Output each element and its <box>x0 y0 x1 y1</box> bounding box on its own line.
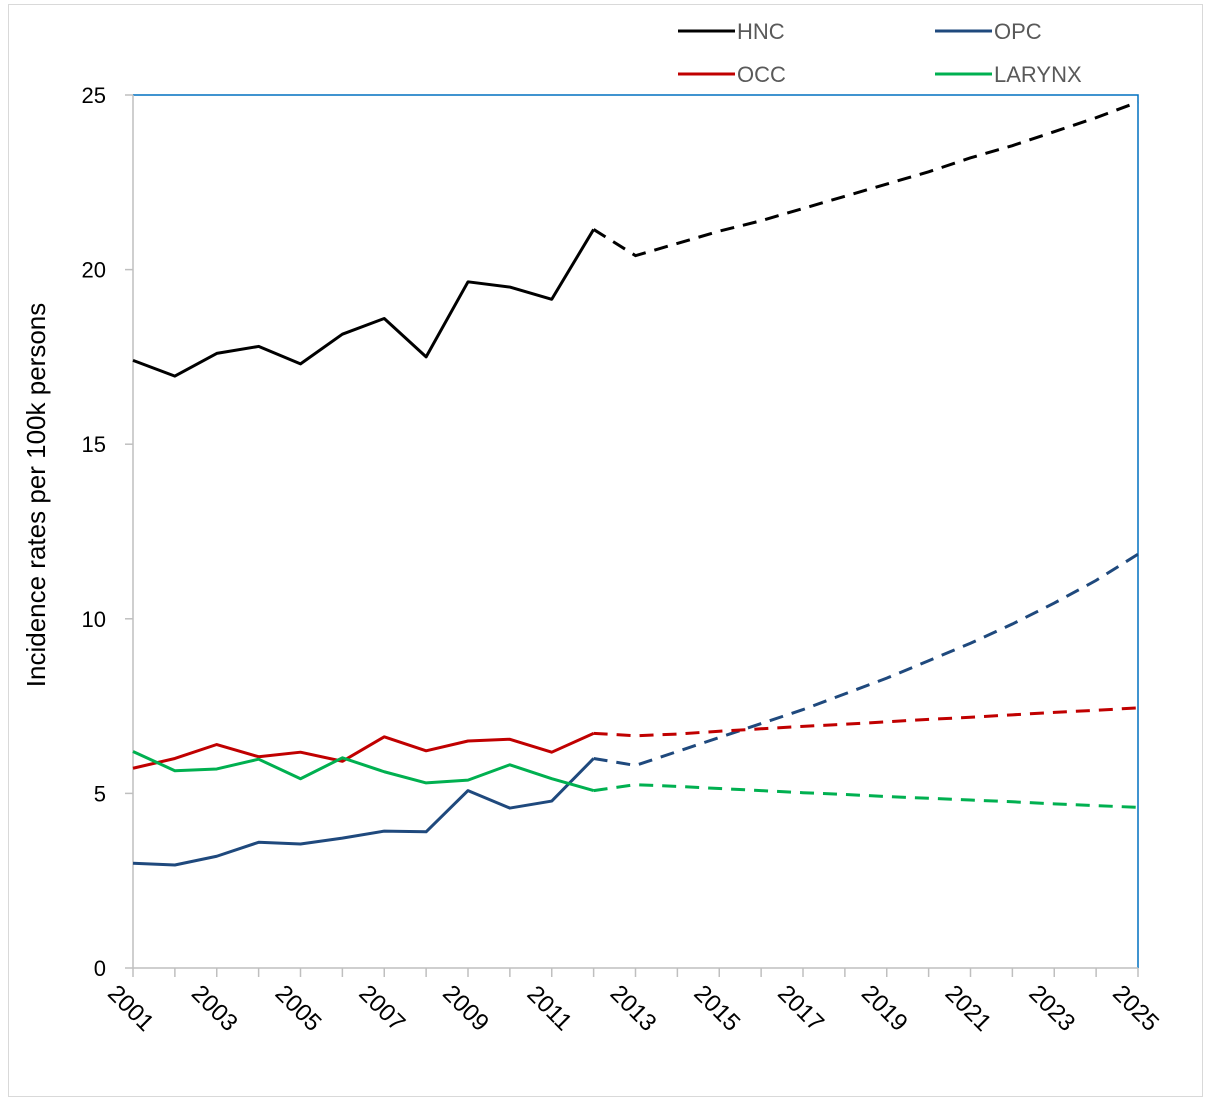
x-tick-label: 2011 <box>522 981 578 1037</box>
series-line-occ-projected <box>593 706 1139 738</box>
y-axis-title: Incidence rates per 100k persons <box>21 303 51 687</box>
series-line-hnc-projected <box>592 100 1139 258</box>
x-tick-label: 2005 <box>270 980 327 1037</box>
x-tick-label: 2001 <box>102 980 159 1037</box>
legend-label-hnc: HNC <box>737 19 785 44</box>
series-line-larynx-observed <box>132 750 595 793</box>
chart-frame <box>8 4 1203 1097</box>
x-tick-label: 2013 <box>605 980 662 1037</box>
y-tick-label: 10 <box>82 607 106 632</box>
x-tick-label: 2019 <box>856 980 913 1037</box>
y-tick-label: 20 <box>82 258 106 283</box>
x-tick-label: 2009 <box>437 980 494 1037</box>
legend-entry-larynx: LARYNX <box>935 62 1082 87</box>
x-tick-label: 2007 <box>353 980 410 1037</box>
series-line-opc-projected <box>593 552 1139 768</box>
legend-entry-hnc: HNC <box>678 19 785 44</box>
x-tick-label: 2003 <box>186 980 243 1037</box>
x-tick-label: 2025 <box>1107 980 1164 1037</box>
y-tick-label: 5 <box>94 781 106 806</box>
y-tick-label: 0 <box>94 956 106 981</box>
x-tick-label: 2021 <box>940 980 997 1037</box>
series-line-occ-observed <box>132 731 595 770</box>
legend-entry-occ: OCC <box>678 62 786 87</box>
series-line-hnc-observed <box>132 228 595 378</box>
series-line-opc-observed <box>132 757 595 867</box>
plot-border <box>133 94 1139 968</box>
legend-label-opc: OPC <box>994 19 1042 44</box>
x-tick-label: 2017 <box>772 980 829 1037</box>
legend-label-occ: OCC <box>737 62 786 87</box>
y-tick-label: 15 <box>82 432 106 457</box>
y-tick-label: 25 <box>82 83 106 108</box>
x-tick-label: 2015 <box>688 980 745 1037</box>
legend: HNC OPC OCC LARYNX <box>678 19 1082 87</box>
legend-entry-opc: OPC <box>935 19 1042 44</box>
legend-label-larynx: LARYNX <box>994 62 1082 87</box>
x-tick-label: 2023 <box>1023 980 1080 1037</box>
series-line-larynx-projected <box>593 783 1139 809</box>
